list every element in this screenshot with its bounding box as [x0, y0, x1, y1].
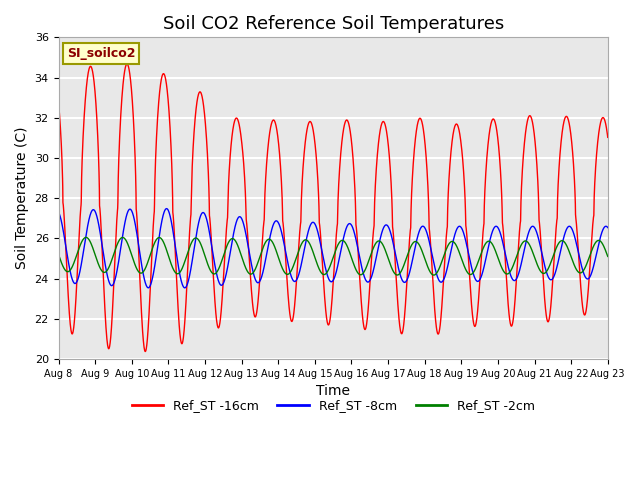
Ref_ST -8cm: [266, 236, 273, 242]
Ref_ST -8cm: [117, 242, 125, 248]
Ref_ST -16cm: [150, 210, 158, 216]
Ref_ST -16cm: [123, 61, 131, 67]
Ref_ST -8cm: [54, 209, 62, 215]
Ref_ST -8cm: [150, 269, 157, 275]
Ref_ST -8cm: [604, 225, 612, 230]
Line: Ref_ST -8cm: Ref_ST -8cm: [58, 209, 608, 288]
Ref_ST -2cm: [266, 236, 273, 242]
Ref_ST -2cm: [593, 238, 601, 244]
Text: SI_soilco2: SI_soilco2: [67, 47, 135, 60]
Line: Ref_ST -16cm: Ref_ST -16cm: [58, 64, 608, 351]
Ref_ST -16cm: [593, 143, 601, 149]
Legend: Ref_ST -16cm, Ref_ST -8cm, Ref_ST -2cm: Ref_ST -16cm, Ref_ST -8cm, Ref_ST -2cm: [127, 394, 540, 417]
Title: Soil CO2 Reference Soil Temperatures: Soil CO2 Reference Soil Temperatures: [163, 15, 504, 33]
Ref_ST -8cm: [163, 206, 170, 212]
Ref_ST -16cm: [604, 134, 612, 140]
Ref_ST -2cm: [150, 241, 158, 247]
Ref_ST -8cm: [593, 247, 601, 253]
Ref_ST -16cm: [54, 100, 62, 106]
Line: Ref_ST -2cm: Ref_ST -2cm: [58, 238, 608, 275]
Ref_ST -2cm: [54, 252, 62, 257]
Ref_ST -2cm: [430, 272, 438, 278]
Ref_ST -2cm: [118, 235, 125, 241]
Ref_ST -8cm: [289, 278, 297, 284]
Ref_ST -16cm: [266, 131, 273, 137]
Ref_ST -16cm: [534, 186, 542, 192]
Ref_ST -2cm: [82, 235, 90, 240]
Ref_ST -16cm: [141, 348, 149, 354]
Ref_ST -16cm: [117, 106, 125, 111]
Y-axis label: Soil Temperature (C): Soil Temperature (C): [15, 127, 29, 269]
Ref_ST -16cm: [289, 314, 297, 320]
Ref_ST -8cm: [534, 234, 542, 240]
Ref_ST -8cm: [181, 285, 189, 291]
Ref_ST -2cm: [604, 253, 612, 259]
Ref_ST -2cm: [289, 264, 297, 269]
Ref_ST -2cm: [534, 264, 542, 270]
X-axis label: Time: Time: [316, 384, 350, 398]
